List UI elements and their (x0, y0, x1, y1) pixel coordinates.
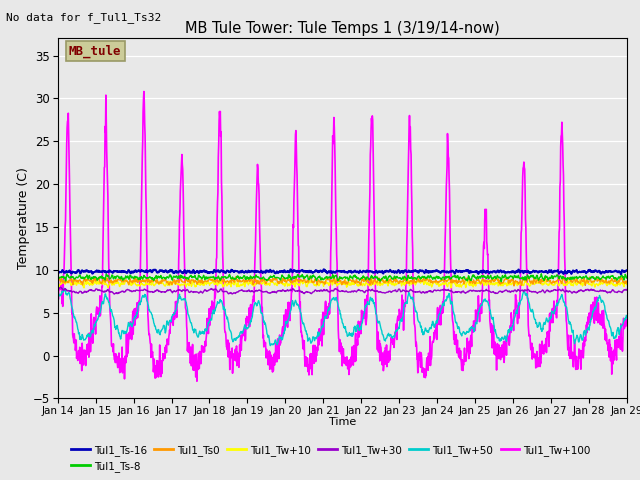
Tul1_Tw+100 (245, 323, 253, 328)
Tul1_Ts-16 (617, 271, 625, 277)
Tul1_Tw+10 (180, 280, 188, 286)
Tul1_Ts-16 (506, 269, 513, 275)
Tul1_Tw+100 (556, 178, 564, 184)
Line: Tul1_Ts0: Tul1_Ts0 (58, 276, 627, 286)
Tul1_Tw+30 (432, 288, 440, 293)
Tul1_Ts0 (431, 279, 439, 285)
Tul1_Tw+10 (166, 280, 174, 286)
Tul1_Ts0 (556, 277, 564, 283)
Tul1_Tw+50 (556, 296, 564, 302)
Line: Tul1_Tw+50: Tul1_Tw+50 (58, 288, 627, 346)
Tul1_Ts-8 (623, 275, 631, 281)
Tul1_Ts-16 (431, 268, 439, 274)
Tul1_Tw+30 (110, 291, 118, 297)
Text: No data for f_Tul1_Ts32: No data for f_Tul1_Ts32 (6, 12, 162, 23)
Tul1_Ts0 (54, 279, 61, 285)
Tul1_Tw+100 (140, 89, 148, 95)
Tul1_Tw+30 (556, 287, 564, 293)
Tul1_Ts0 (166, 279, 174, 285)
Tul1_Tw+10 (556, 279, 564, 285)
Tul1_Tw+30 (506, 289, 514, 295)
Tul1_Ts-8 (166, 272, 174, 278)
Tul1_Ts-16 (556, 269, 564, 275)
Legend: Tul1_Ts-16, Tul1_Ts-8, Tul1_Ts0, Tul1_Tw+10, Tul1_Tw+30, Tul1_Tw+50, Tul1_Tw+100: Tul1_Ts-16, Tul1_Ts-8, Tul1_Ts0, Tul1_Tw… (71, 445, 591, 472)
Tul1_Ts0 (244, 278, 252, 284)
Tul1_Tw+100 (54, 295, 61, 301)
Line: Tul1_Ts-8: Tul1_Ts-8 (58, 274, 627, 282)
Tul1_Tw+50 (267, 343, 275, 348)
Tul1_Tw+30 (623, 287, 631, 292)
Tul1_Ts-16 (54, 268, 61, 274)
Tul1_Tw+100 (623, 317, 631, 323)
Tul1_Tw+100 (432, 329, 440, 335)
Tul1_Tw+100 (193, 378, 201, 384)
Tul1_Ts-16 (623, 268, 631, 274)
Tul1_Tw+30 (54, 286, 61, 291)
Tul1_Tw+30 (181, 288, 189, 294)
Tul1_Tw+10 (431, 279, 439, 285)
Tul1_Tw+30 (168, 288, 175, 294)
Tul1_Ts-8 (54, 273, 61, 279)
Tul1_Ts-16 (320, 266, 328, 272)
Tul1_Ts0 (623, 280, 631, 286)
Tul1_Tw+10 (54, 280, 61, 286)
Tul1_Tw+30 (245, 287, 253, 293)
Y-axis label: Temperature (C): Temperature (C) (17, 168, 30, 269)
Tul1_Ts0 (506, 277, 513, 283)
Line: Tul1_Tw+10: Tul1_Tw+10 (58, 279, 627, 288)
Tul1_Ts-16 (244, 268, 252, 274)
Tul1_Ts-8 (244, 275, 252, 281)
Tul1_Ts-8 (431, 276, 438, 281)
Tul1_Ts-8 (180, 274, 188, 279)
Text: MB_tule: MB_tule (69, 45, 122, 58)
Tul1_Tw+10 (506, 279, 514, 285)
Tul1_Ts0 (180, 279, 188, 285)
Line: Tul1_Tw+100: Tul1_Tw+100 (58, 92, 627, 381)
Tul1_Tw+10 (342, 276, 349, 282)
Tul1_Tw+100 (181, 268, 189, 274)
Tul1_Tw+100 (506, 325, 514, 331)
Tul1_Ts-8 (538, 271, 545, 276)
Tul1_Ts0 (510, 283, 518, 289)
Tul1_Tw+10 (244, 281, 252, 287)
Tul1_Tw+50 (61, 286, 68, 291)
Tul1_Tw+50 (244, 324, 252, 330)
Tul1_Tw+50 (167, 319, 175, 324)
Tul1_Tw+100 (167, 318, 175, 324)
Line: Tul1_Tw+30: Tul1_Tw+30 (58, 288, 627, 294)
Tul1_Tw+30 (56, 285, 64, 290)
Tul1_Ts-16 (166, 267, 174, 273)
Tul1_Tw+10 (623, 281, 631, 287)
Tul1_Ts-8 (556, 273, 564, 279)
Tul1_Tw+50 (506, 326, 514, 332)
Title: MB Tule Tower: Tule Temps 1 (3/19/14-now): MB Tule Tower: Tule Temps 1 (3/19/14-now… (185, 21, 500, 36)
Tul1_Tw+10 (447, 285, 455, 291)
Tul1_Tw+50 (432, 320, 440, 326)
Tul1_Ts-8 (506, 274, 513, 280)
Tul1_Ts-16 (180, 268, 188, 274)
Tul1_Tw+50 (54, 291, 61, 297)
Tul1_Tw+50 (181, 296, 189, 301)
Tul1_Tw+50 (623, 315, 631, 321)
Tul1_Ts0 (330, 273, 338, 279)
Tul1_Ts-8 (497, 279, 505, 285)
Line: Tul1_Ts-16: Tul1_Ts-16 (58, 269, 627, 274)
X-axis label: Time: Time (329, 418, 356, 427)
